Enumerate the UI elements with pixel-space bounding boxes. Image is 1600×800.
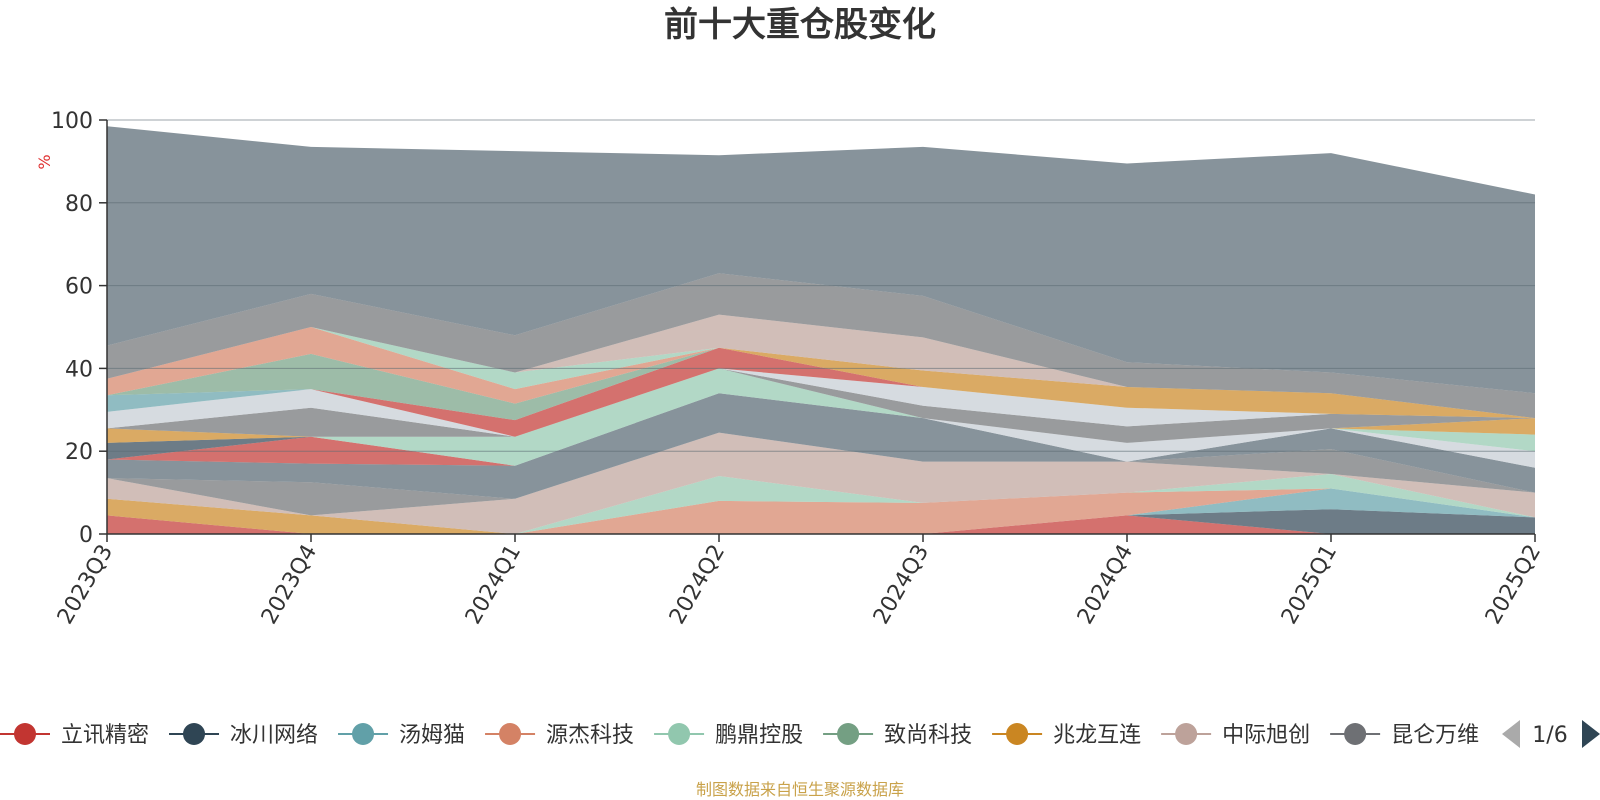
legend-marker — [1175, 723, 1198, 745]
legend-label: 兆龙互连 — [1053, 723, 1141, 748]
y-tick-label: 80 — [65, 192, 93, 217]
area-series — [107, 509, 1535, 534]
y-axis-unit: % — [35, 154, 54, 169]
y-tick-label: 0 — [79, 523, 93, 548]
legend-item[interactable]: 冰川网络 — [169, 723, 318, 748]
source-note: 制图数据来自恒生聚源数据库 — [696, 780, 904, 799]
legend-item[interactable]: 致尚科技 — [823, 723, 972, 748]
area-series — [107, 474, 1535, 534]
legend-marker — [837, 723, 860, 745]
legend-next-page-icon[interactable] — [1582, 720, 1600, 748]
legend-item[interactable]: 立讯精密 — [0, 723, 149, 748]
legend-label: 冰川网络 — [230, 723, 318, 748]
y-tick-label: 40 — [65, 357, 93, 382]
area-series — [107, 432, 1535, 516]
gridlines — [107, 119, 1535, 452]
area-series — [107, 273, 1535, 419]
x-tick-label: 2024Q1 — [461, 541, 526, 629]
area-series — [107, 126, 1535, 394]
legend-label: 立讯精密 — [61, 723, 149, 748]
area-series — [107, 432, 1535, 534]
legend-item[interactable]: 兆龙互连 — [992, 723, 1141, 748]
area-series — [107, 314, 1535, 419]
legend-marker — [352, 723, 375, 745]
legend-label: 鹏鼎控股 — [715, 723, 803, 748]
legend-item[interactable]: 源杰科技 — [485, 723, 634, 748]
area-series — [107, 327, 1535, 419]
area-series — [107, 327, 1535, 419]
legend-marker — [14, 723, 36, 745]
legend: 立讯精密 冰川网络 汤姆猫 源杰科技 鹏鼎控股 致尚科技 兆龙互连 中际旭创 昆仑万维 1/6 — [0, 720, 1600, 748]
x-tick-label: 2024Q2 — [665, 541, 730, 629]
area-series — [107, 368, 1535, 443]
area-series — [107, 515, 1535, 534]
x-tick-label: 2023Q3 — [53, 541, 118, 629]
legend-label: 源杰科技 — [546, 723, 634, 748]
y-tick-label: 60 — [65, 275, 93, 300]
legend-label: 致尚科技 — [884, 723, 972, 748]
legend-item[interactable]: 鹏鼎控股 — [654, 723, 803, 748]
legend-items: 立讯精密 冰川网络 汤姆猫 源杰科技 鹏鼎控股 致尚科技 兆龙互连 中际旭创 昆仑万维 — [0, 723, 1479, 748]
legend-label: 汤姆猫 — [399, 723, 465, 748]
x-tick-label: 2025Q2 — [1481, 541, 1546, 629]
y-tick-label: 100 — [51, 109, 93, 134]
legend-page-indicator: 1/6 — [1532, 723, 1567, 748]
legend-item[interactable]: 昆仑万维 — [1330, 723, 1479, 748]
legend-prev-page-icon[interactable] — [1502, 720, 1520, 748]
area-series — [107, 474, 1535, 534]
area-series — [107, 368, 1535, 466]
area-series — [107, 368, 1535, 437]
area-series — [107, 347, 1535, 421]
legend-marker — [668, 723, 691, 745]
legend-label: 中际旭创 — [1222, 723, 1310, 748]
legend-marker — [183, 723, 206, 745]
legend-marker — [1006, 723, 1029, 745]
x-tick-label: 2024Q4 — [1073, 541, 1138, 629]
area-series — [107, 393, 1535, 499]
area-series-group — [107, 126, 1535, 534]
area-series — [107, 393, 1535, 466]
legend-item[interactable]: 中际旭创 — [1161, 723, 1310, 748]
x-tick-label: 2024Q3 — [869, 541, 934, 629]
chart-title: 前十大重仓股变化 — [664, 5, 936, 45]
area-series — [107, 347, 1535, 437]
legend-marker — [1344, 723, 1367, 745]
area-series — [107, 488, 1535, 534]
legend-label: 昆仑万维 — [1391, 723, 1479, 748]
x-tick-label: 2023Q4 — [257, 541, 322, 629]
area-series — [107, 393, 1535, 468]
area-series — [107, 488, 1535, 534]
y-tick-label: 20 — [65, 440, 93, 465]
area-series — [107, 368, 1535, 443]
legend-item[interactable]: 汤姆猫 — [338, 723, 465, 748]
legend-marker — [499, 723, 522, 745]
x-tick-label: 2025Q1 — [1277, 541, 1342, 629]
